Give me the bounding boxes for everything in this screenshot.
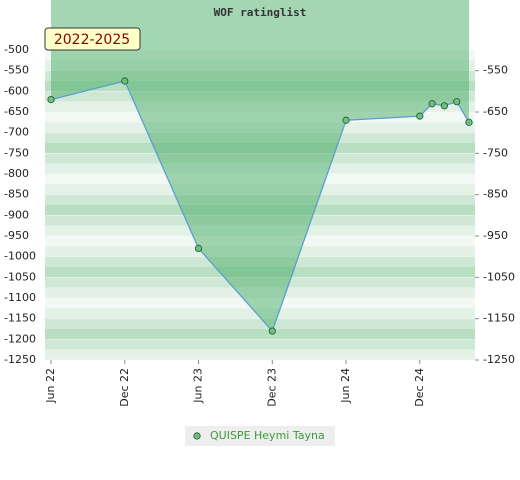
x-tick-label: Jun 24	[339, 368, 352, 404]
x-tick-label: Jun 23	[192, 368, 205, 404]
y-tick-label: -800	[4, 167, 29, 180]
data-point	[428, 100, 436, 108]
data-point	[440, 102, 449, 110]
y2-tick-label: -650	[483, 105, 508, 118]
y2-tick-label: -1050	[483, 270, 515, 283]
y-tick-label: -550	[4, 64, 29, 77]
data-point	[465, 118, 473, 126]
plot-marks	[47, 0, 473, 335]
y2-tick-label: -550	[483, 64, 508, 77]
y2-tick-label: -850	[483, 188, 508, 201]
y-tick-label: -950	[4, 229, 29, 242]
legend: QUISPE Heymi Tayna	[193, 429, 325, 442]
y2-tick-label: -1250	[483, 353, 515, 366]
y-tick-label: -1250	[4, 353, 36, 366]
y-tick-label: -850	[4, 188, 29, 201]
x-tick-label: Jun 22	[44, 368, 57, 404]
y-tick-label: -1000	[4, 250, 36, 263]
y-tick-label: -900	[4, 208, 29, 221]
y-tick-label: -700	[4, 126, 29, 139]
data-point	[342, 116, 350, 124]
data-point	[268, 327, 276, 335]
legend-marker	[193, 432, 201, 440]
chart-subtitle: 2022-2025	[54, 32, 130, 48]
y2-tick-label: -950	[483, 229, 508, 242]
y2-tick-label: -750	[483, 146, 508, 159]
y-tick-label: -1150	[4, 312, 36, 325]
y-tick-label: -650	[4, 105, 29, 118]
line	[50, 80, 470, 333]
data-point	[121, 77, 129, 85]
x-tick-label: Dec 24	[413, 368, 426, 407]
data-point	[453, 98, 461, 106]
x-tick-label: Dec 22	[118, 368, 131, 407]
chart-title: WOF ratinglist	[214, 6, 307, 19]
badge-box	[44, 27, 141, 51]
y2-tick-label: -1150	[483, 312, 515, 325]
y-tick-label: -1100	[4, 291, 36, 304]
y-tick-label: -1200	[4, 332, 36, 345]
background-band	[45, 328, 475, 340]
data-point	[194, 244, 203, 252]
area	[51, 0, 469, 332]
y-tick-label: -750	[4, 146, 29, 159]
background-band	[45, 339, 475, 350]
y-tick-label: -600	[4, 84, 29, 97]
y-tick-label: -500	[4, 43, 29, 56]
x-tick-label: Dec 23	[265, 368, 278, 407]
y-tick-label: -1050	[4, 270, 36, 283]
data-point	[47, 96, 55, 104]
background-band	[45, 318, 475, 329]
data-point	[416, 112, 424, 120]
legend-box	[185, 426, 335, 446]
background-band	[45, 349, 475, 360]
legend-label: QUISPE Heymi Tayna	[210, 429, 325, 442]
